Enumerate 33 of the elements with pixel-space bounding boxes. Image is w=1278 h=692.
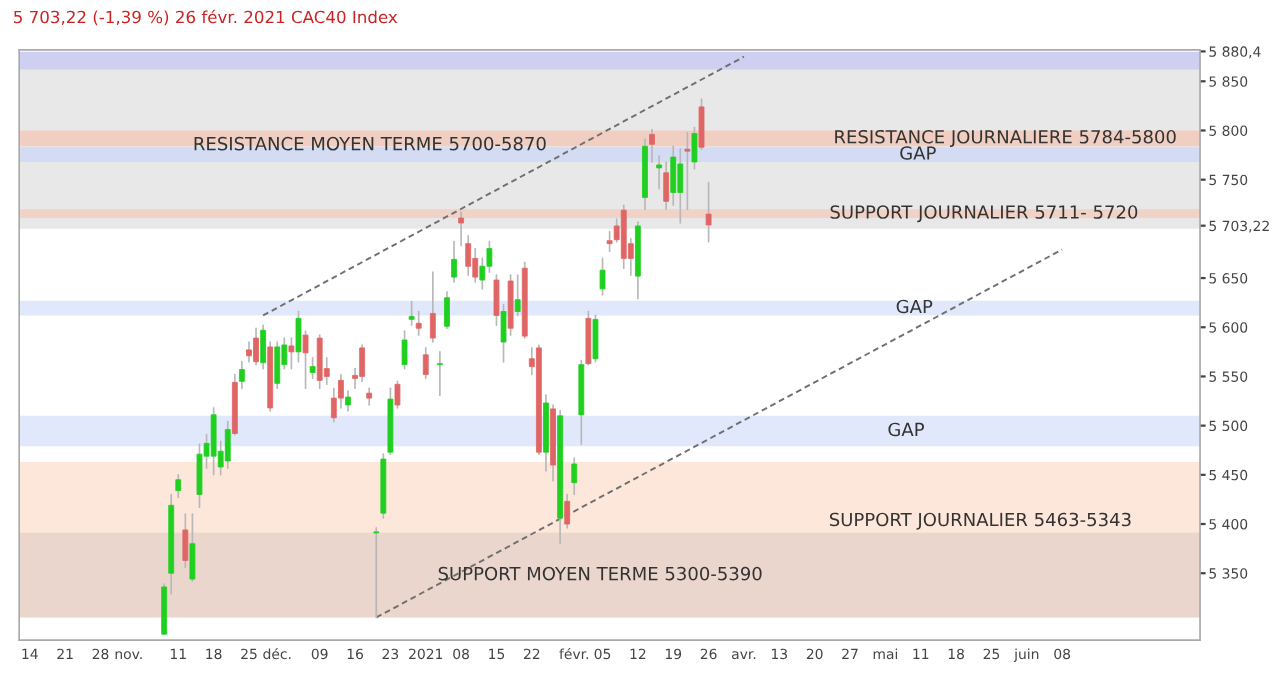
band-label: RESISTANCE JOURNALIERE 5784-5800	[835, 129, 1176, 147]
candlestick	[571, 457, 578, 496]
candlestick	[288, 337, 295, 370]
candlestick	[253, 327, 259, 366]
candlestick	[210, 407, 217, 476]
candlestick	[415, 310, 422, 336]
band-label: SUPPORT JOURNALIER 5463-5343	[829, 512, 1131, 530]
candlestick	[451, 240, 457, 283]
candlestick	[246, 341, 252, 363]
candlestick	[401, 330, 408, 370]
candlestick	[189, 513, 196, 582]
candlestick	[437, 351, 443, 396]
band-label: GAP	[896, 299, 933, 314]
candlestick	[705, 181, 712, 243]
candlestick	[444, 291, 450, 330]
candlestick	[182, 513, 189, 569]
candlestick	[422, 347, 429, 380]
candlestick	[316, 334, 323, 390]
candlestick	[359, 344, 366, 383]
candlestick	[429, 271, 436, 343]
band-label: SUPPORT JOURNALIER 5711- 5720	[830, 205, 1138, 223]
candlestick	[677, 148, 684, 224]
candlestick	[592, 314, 599, 363]
candlestick	[373, 527, 380, 619]
candlestick	[274, 341, 281, 390]
chart-title: 5 703,22 (-1,39 %) 26 févr. 2021 CAC40 Index	[14, 9, 398, 26]
band-label: GAP	[900, 146, 936, 160]
band-label: SUPPORT MOYEN TERME 5300-5390	[438, 566, 762, 581]
band-label: RESISTANCE MOYEN TERME 5700-5870	[194, 136, 546, 151]
candlestick	[514, 274, 521, 317]
band-label: GAP	[888, 422, 925, 437]
candlestick	[599, 257, 606, 296]
candlestick	[175, 473, 182, 499]
